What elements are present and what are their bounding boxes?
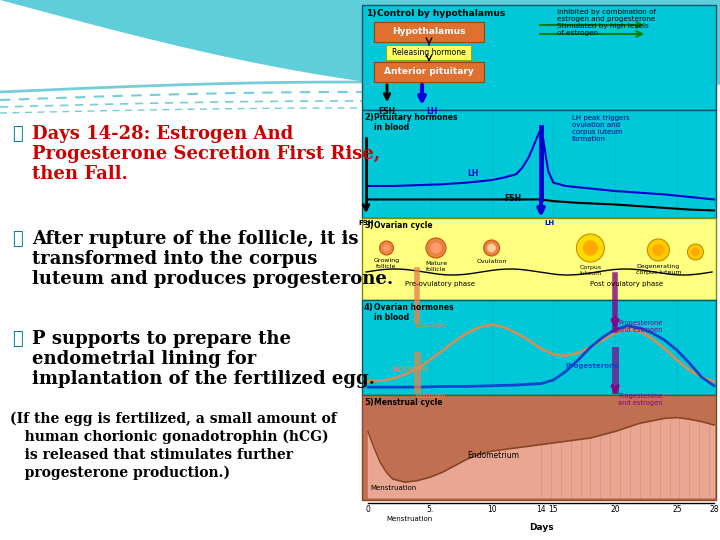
Text: 4): 4) [364,303,374,312]
Text: Ovarian hormones
in blood: Ovarian hormones in blood [374,303,454,322]
Text: Post ovulatory phase: Post ovulatory phase [590,281,664,287]
Text: Ovulation: Ovulation [477,259,507,264]
Text: Corpus
luteum: Corpus luteum [580,265,601,276]
Bar [362,218,716,300]
Text: Estrogen: Estrogen [392,366,428,372]
Text: 2): 2) [364,113,374,122]
Text: 28: 28 [709,505,719,514]
Text: LH peak triggers
ovulation and
corpus luteum
formation: LH peak triggers ovulation and corpus lu… [572,115,630,142]
Text: endometrial lining for: endometrial lining for [32,350,256,368]
Text: ❧: ❧ [12,330,23,348]
Circle shape [484,240,500,256]
Bar [362,110,716,218]
Circle shape [379,241,394,255]
Text: LH: LH [544,220,554,226]
Text: 0: 0 [366,505,370,514]
Text: 14: 14 [536,505,546,514]
Text: Ovarian cycle: Ovarian cycle [374,221,433,230]
Bar [374,62,484,82]
Text: Menstrual cycle: Menstrual cycle [374,398,443,407]
Text: is released that stimulates further: is released that stimulates further [10,448,293,462]
Text: FSH: FSH [379,107,395,116]
Text: Progesterone: Progesterone [566,363,619,369]
Text: progesterone production.): progesterone production.) [10,466,230,481]
Text: 5): 5) [364,398,374,407]
Text: then Fall.: then Fall. [32,165,128,183]
Circle shape [647,239,670,261]
Circle shape [577,234,604,262]
Text: Control by hypothalamus: Control by hypothalamus [377,9,505,18]
Text: Progesterone
and estrogen: Progesterone and estrogen [618,320,662,333]
Text: Days: Days [528,523,553,532]
Text: Days 14-28: Estrogen And: Days 14-28: Estrogen And [32,125,293,143]
Text: luteum and produces progesterone.: luteum and produces progesterone. [32,270,393,288]
Circle shape [652,244,665,256]
Text: 3): 3) [364,221,374,230]
Text: Progesterone Secretion First Rise,: Progesterone Secretion First Rise, [32,145,380,163]
Text: FSH: FSH [359,220,374,226]
Text: P supports to prepare the: P supports to prepare the [32,330,291,348]
Bar [374,22,484,42]
Text: human chorionic gonadotrophin (hCG): human chorionic gonadotrophin (hCG) [10,430,328,444]
Circle shape [688,244,703,260]
Text: implantation of the fertilized egg.: implantation of the fertilized egg. [32,370,375,388]
Text: Degenerating
corpus luteum: Degenerating corpus luteum [636,264,681,275]
Bar [362,395,716,500]
Circle shape [426,238,446,258]
Text: Pituitary hormones
in blood: Pituitary hormones in blood [374,113,457,132]
Text: Pre-ovulatory phase: Pre-ovulatory phase [405,281,475,287]
Bar [362,5,716,110]
Text: FSH: FSH [504,194,521,203]
Text: 25: 25 [672,505,682,514]
Text: Estrogen: Estrogen [415,322,446,328]
Text: LH: LH [467,170,478,178]
Text: 5.: 5. [426,505,433,514]
Text: LH: LH [426,107,437,116]
Circle shape [487,244,496,252]
Text: 10: 10 [487,505,496,514]
Text: ❧: ❧ [12,230,23,248]
Circle shape [691,248,700,256]
Circle shape [582,240,598,256]
Circle shape [383,244,390,252]
Text: Hypothalamus: Hypothalamus [392,28,466,37]
Text: 15: 15 [549,505,558,514]
Text: After rupture of the follicle, it is: After rupture of the follicle, it is [32,230,359,248]
Text: ❧: ❧ [12,125,23,143]
Circle shape [431,242,441,253]
Text: Growing
follicle: Growing follicle [374,258,400,269]
Text: Anterior pituitary: Anterior pituitary [384,68,474,77]
Text: Releasing hormone: Releasing hormone [392,48,465,57]
Text: Endometrium: Endometrium [467,451,519,460]
Text: Inhibited by combination of
estrogen and progesterone
Stimulated by high levels
: Inhibited by combination of estrogen and… [557,9,656,36]
Text: Menstruation: Menstruation [371,485,417,491]
Text: 20: 20 [611,505,620,514]
Text: 1): 1) [366,9,377,18]
Text: (If the egg is fertilized, a small amount of: (If the egg is fertilized, a small amoun… [10,412,337,427]
Bar [386,45,471,60]
Text: Estrogen: Estrogen [415,393,446,399]
Text: Progesterone
and estrogen: Progesterone and estrogen [618,393,662,406]
Bar [362,300,716,395]
Text: Menstruation: Menstruation [387,516,433,522]
Text: Mature
follicle: Mature follicle [425,261,447,272]
Text: transformed into the corpus: transformed into the corpus [32,250,318,268]
